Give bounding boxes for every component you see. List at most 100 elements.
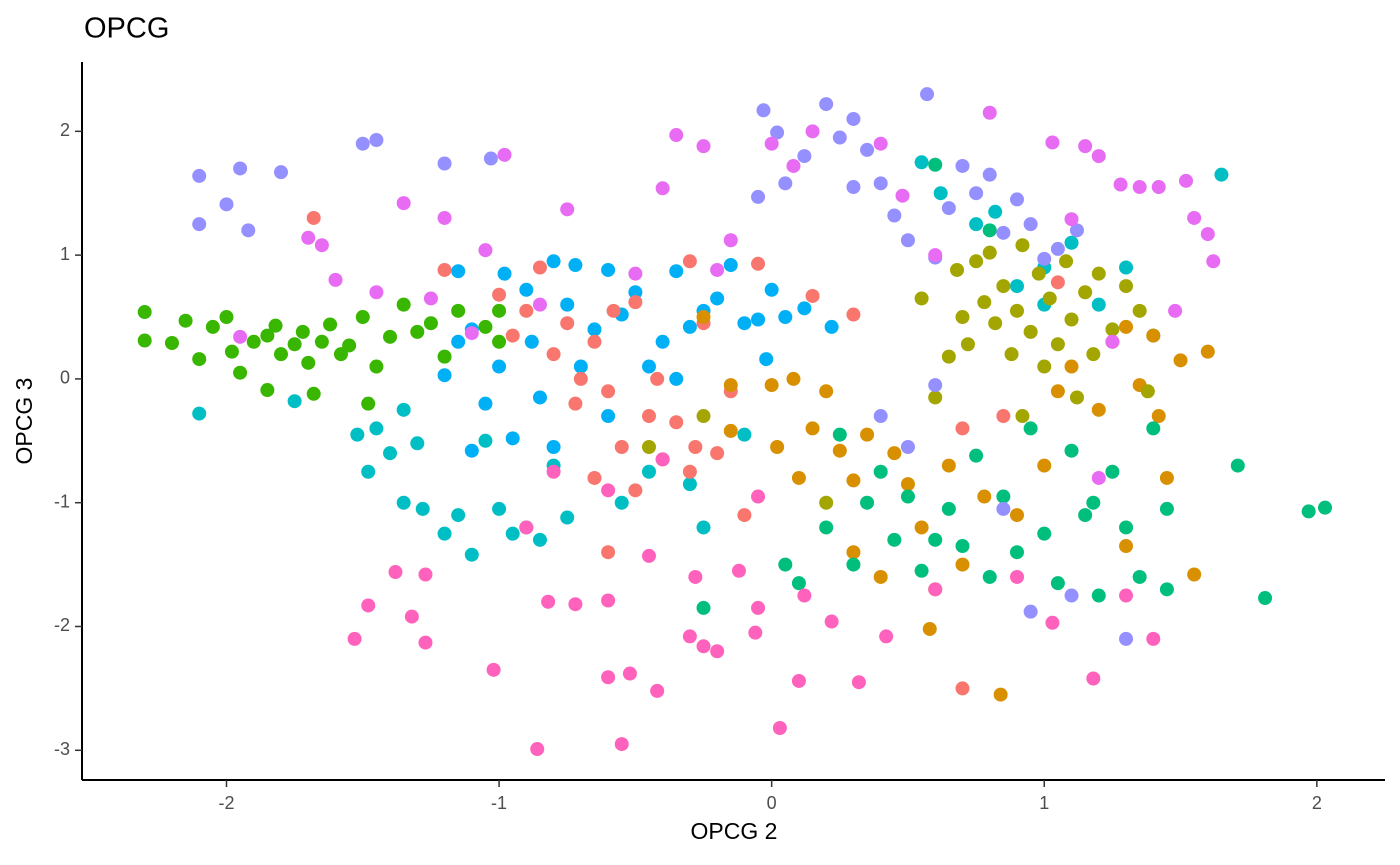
point [1050, 384, 1065, 399]
point [1031, 266, 1046, 281]
point [1179, 173, 1194, 188]
point [1091, 588, 1106, 603]
point [532, 532, 547, 547]
point [723, 233, 738, 248]
point [233, 365, 248, 380]
point [541, 594, 556, 609]
point [423, 291, 438, 306]
point [710, 446, 725, 461]
y-tick-label: -2 [54, 615, 70, 635]
y-tick-label: -3 [54, 739, 70, 759]
point [492, 303, 507, 318]
point [955, 681, 970, 696]
point [996, 279, 1011, 294]
point [437, 349, 452, 364]
point [764, 378, 779, 393]
point [1064, 588, 1079, 603]
point [192, 217, 207, 232]
point [314, 238, 329, 253]
point [587, 470, 602, 485]
point [982, 105, 997, 120]
point [404, 609, 419, 624]
point [786, 158, 801, 173]
x-tick-label: 1 [1039, 793, 1049, 813]
point [1105, 322, 1120, 337]
point [164, 336, 179, 351]
y-tick-label: 2 [60, 120, 70, 140]
point [388, 565, 403, 580]
point [1132, 303, 1147, 318]
point [347, 631, 362, 646]
point [682, 319, 697, 334]
x-tick-label: 0 [767, 793, 777, 813]
point [928, 532, 943, 547]
point [778, 176, 793, 191]
point [622, 666, 637, 681]
point [914, 291, 929, 306]
point [682, 477, 697, 492]
point [1037, 359, 1052, 374]
point [737, 508, 752, 523]
point [669, 264, 684, 279]
point [1159, 470, 1174, 485]
point [546, 439, 561, 454]
point [573, 359, 588, 374]
point [396, 402, 411, 417]
point [723, 423, 738, 438]
point [437, 156, 452, 171]
point [342, 338, 357, 353]
point [323, 317, 338, 332]
point [928, 157, 943, 172]
point [996, 225, 1011, 240]
point [950, 262, 965, 277]
point [464, 547, 479, 562]
point [601, 670, 616, 685]
point [1004, 347, 1019, 362]
point [723, 378, 738, 393]
point [737, 316, 752, 331]
point [1200, 227, 1215, 242]
point [268, 318, 283, 333]
point [1045, 615, 1060, 630]
point [696, 409, 711, 424]
point [137, 305, 152, 320]
point [1091, 266, 1106, 281]
point [1064, 212, 1079, 227]
point [860, 427, 875, 442]
point [982, 569, 997, 584]
point [846, 307, 861, 322]
point [1078, 285, 1093, 300]
point [219, 197, 234, 212]
point [546, 347, 561, 362]
point [688, 569, 703, 584]
point [759, 352, 774, 367]
point [519, 282, 534, 297]
point [219, 310, 234, 325]
point [669, 415, 684, 430]
point [260, 328, 275, 343]
point [614, 439, 629, 454]
point [1119, 279, 1134, 294]
point [241, 223, 256, 238]
point [1105, 464, 1120, 479]
point [355, 136, 370, 151]
point [993, 687, 1008, 702]
point [756, 103, 771, 118]
point [628, 285, 643, 300]
point [764, 282, 779, 297]
y-axis-title: OPCG 3 [11, 378, 37, 465]
point [982, 223, 997, 238]
point [314, 334, 329, 349]
point [383, 446, 398, 461]
point [879, 629, 894, 644]
point [1015, 238, 1030, 253]
point [1159, 582, 1174, 597]
point [295, 324, 310, 339]
point [846, 180, 861, 195]
point [737, 427, 752, 442]
point [568, 258, 583, 273]
point [641, 548, 656, 563]
point [497, 147, 512, 162]
point [641, 464, 656, 479]
point [396, 297, 411, 312]
